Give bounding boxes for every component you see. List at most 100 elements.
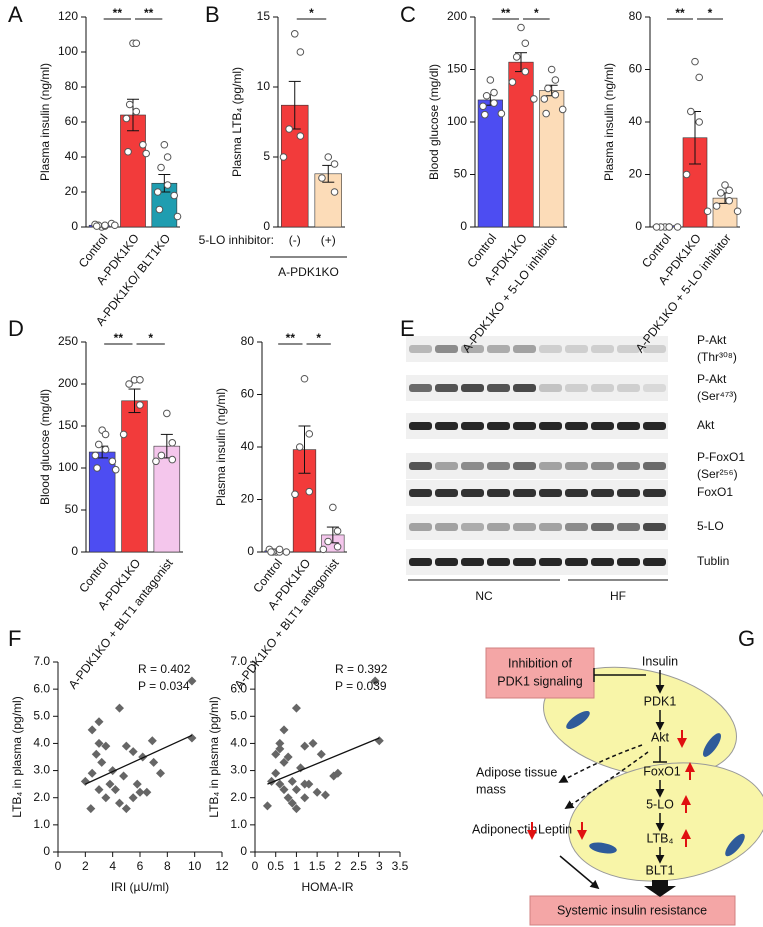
band [487, 489, 510, 497]
y-axis-label: Blood glucose (mg/dl) [38, 389, 52, 505]
row-label: P-Akt [697, 372, 727, 386]
data-point [170, 191, 179, 200]
data-point [163, 409, 171, 418]
y-tick-label: 5 [263, 149, 270, 163]
data-point [86, 804, 96, 814]
data-point [101, 445, 110, 454]
band [487, 384, 510, 392]
data-point [267, 548, 275, 556]
data-point [490, 99, 498, 107]
y-tick-label: 0 [71, 219, 78, 233]
y-tick-label: 40 [629, 114, 643, 128]
band [409, 345, 432, 353]
y-tick-label: 7.0 [230, 654, 247, 668]
data-point [275, 779, 285, 789]
row-site: (Thr³⁰⁸) [697, 350, 737, 364]
arrows [558, 668, 667, 890]
data-point [87, 725, 97, 735]
data-point [91, 451, 100, 460]
band [643, 462, 666, 470]
data-point [486, 76, 495, 84]
band [565, 523, 588, 531]
panel-letter: G [738, 626, 755, 651]
y-tick-label: 200 [447, 9, 467, 23]
y-tick-label: 20 [629, 167, 643, 181]
data-point [330, 188, 339, 196]
y-tick-label: 15 [257, 9, 271, 23]
data-point [308, 738, 318, 748]
data-point [136, 401, 144, 409]
data-point [542, 109, 550, 118]
node: FoxO1 [643, 764, 681, 778]
nucleus [702, 733, 722, 757]
band [617, 489, 640, 497]
band [487, 558, 510, 566]
data-point [318, 174, 326, 182]
data-point [187, 733, 197, 743]
data-point [695, 73, 704, 82]
band [591, 489, 614, 497]
y-tick-label: 20 [65, 184, 79, 198]
x-axis-label: IRI (µU/ml) [111, 880, 169, 894]
data-point [497, 109, 506, 118]
band [591, 523, 614, 531]
y-tick-label: 200 [58, 376, 78, 390]
band [409, 384, 432, 392]
band [409, 489, 432, 497]
bar [508, 61, 534, 228]
data-point [279, 153, 288, 161]
band [565, 345, 588, 353]
data-point [329, 503, 337, 512]
significance-label: ** [114, 331, 124, 345]
band [435, 489, 458, 497]
adipose-label: Adipose tissue [476, 765, 557, 779]
band [409, 462, 432, 470]
band [409, 422, 432, 430]
inhibitor-label: Inhibition of [508, 656, 572, 670]
data-point [156, 768, 165, 778]
band [461, 489, 484, 497]
row-site: (Ser²⁵⁶) [697, 467, 738, 481]
data-point [521, 67, 530, 76]
band [539, 523, 562, 531]
panel-letters: A B C D E F G [8, 2, 755, 651]
row-label: 5-LO [697, 519, 724, 533]
data-point [87, 768, 97, 778]
x-tick-label: 4 [109, 859, 116, 873]
band [539, 384, 562, 392]
data-point [187, 676, 197, 686]
y-tick-label: 250 [58, 334, 78, 348]
outcome: Systemic insulin resistance [557, 903, 707, 917]
y-tick-label: 50 [65, 502, 79, 516]
x-tick-label: 6 [137, 859, 144, 873]
data-point [119, 430, 128, 439]
band [643, 558, 666, 566]
y-tick-label: 0 [240, 844, 247, 858]
band [435, 422, 458, 430]
data-point [153, 188, 162, 196]
significance-label: ** [675, 6, 685, 20]
data-point [101, 221, 109, 230]
panel-letter: F [8, 626, 21, 651]
band [591, 462, 614, 470]
data-point [128, 793, 138, 803]
x-axis-label: HOMA-IR [302, 880, 354, 894]
data-point [160, 140, 169, 149]
data-point [97, 757, 107, 767]
y-tick-label: 80 [629, 9, 643, 23]
band [643, 489, 666, 497]
row-label: Tublin [697, 554, 729, 568]
data-point [92, 222, 101, 230]
data-point [115, 798, 124, 808]
y-tick-label: 40 [65, 149, 79, 163]
band [643, 422, 666, 430]
y-tick-label: 150 [447, 62, 467, 76]
y-tick-label: 0 [247, 544, 254, 558]
x-tick-label: 8 [164, 859, 171, 873]
node: 5-LO [646, 797, 674, 811]
y-tick-label: 1.0 [230, 817, 247, 831]
data-point [121, 804, 131, 814]
data-point [142, 787, 152, 797]
x-tick-label: 2 [335, 859, 342, 873]
y-tick-label: 0 [263, 219, 270, 233]
